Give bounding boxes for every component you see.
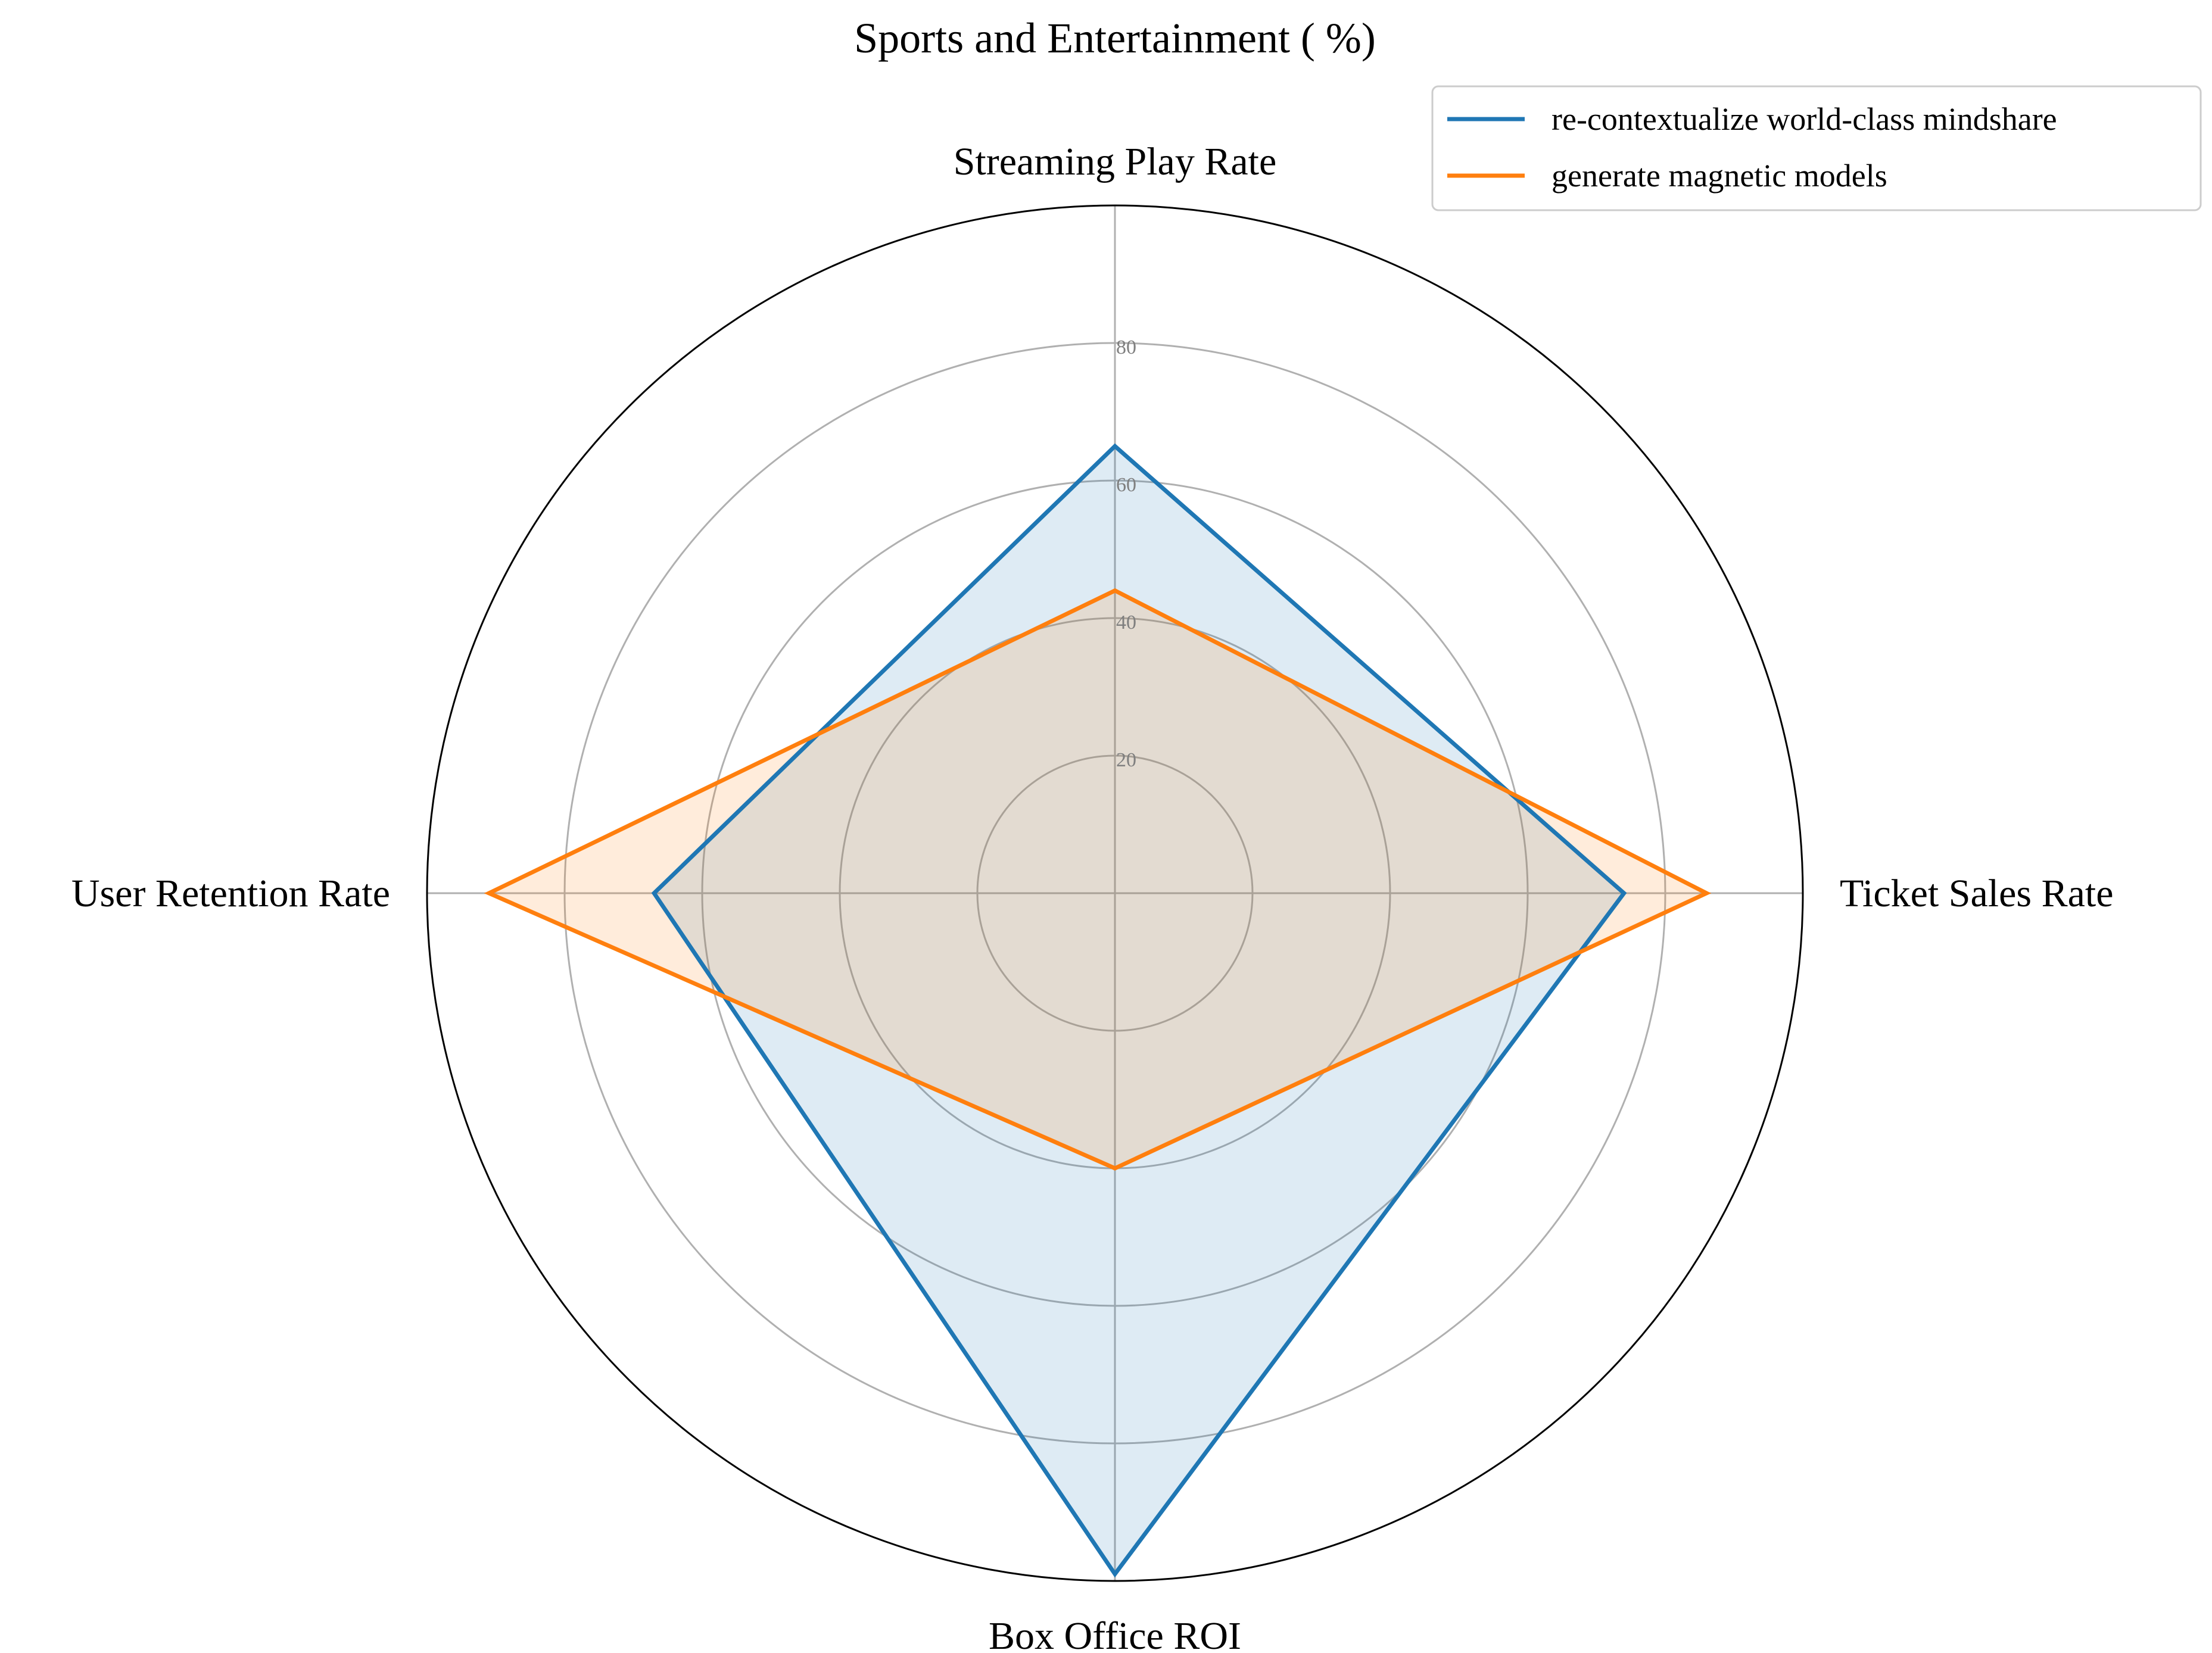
axis-label-3: Box Office ROI	[989, 1614, 1241, 1653]
legend: re-contextualize world-class mindshare g…	[1431, 85, 2202, 211]
series-1-line	[651, 443, 1627, 1578]
legend-label-series-1: re-contextualize world-class mindshare	[1551, 101, 2057, 137]
axis-labels: 20 40 60 80 Streaming Play Rate Ticket Sales …	[71, 140, 2114, 1653]
series-2-area	[489, 590, 1707, 1168]
tick-label-40: 40	[1116, 612, 1136, 634]
series-layer	[484, 443, 1712, 1578]
tick-label-60: 60	[1116, 474, 1136, 496]
tick-label-80: 80	[1116, 336, 1136, 358]
axis-label-4: User Retention Rate	[71, 872, 390, 915]
legend-frame	[1431, 85, 2202, 211]
axis-label-1: Streaming Play Rate	[954, 140, 1277, 183]
outer-frame	[426, 204, 1804, 1582]
axis-label-2: Ticket Sales Rate	[1840, 872, 2114, 915]
tick-label-20: 20	[1116, 749, 1136, 771]
series-2-line	[484, 588, 1712, 1171]
polar-grid	[426, 204, 1804, 1582]
chart-title: Sports and Entertainment ( %)	[854, 14, 1376, 62]
legend-label-series-2: generate magnetic models	[1551, 158, 1887, 194]
